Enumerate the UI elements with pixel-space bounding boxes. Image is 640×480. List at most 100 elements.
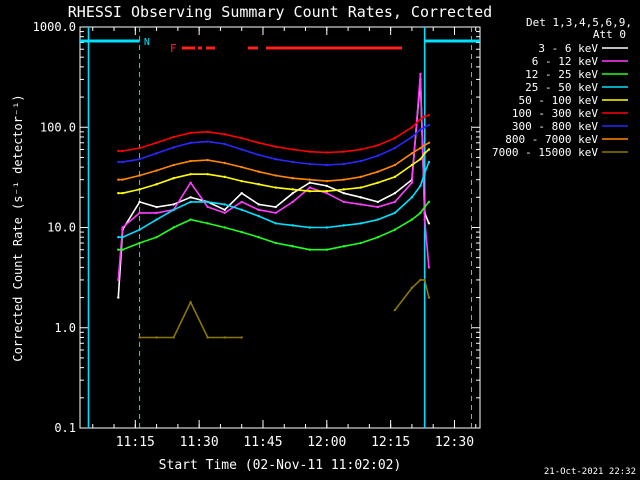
data-point <box>342 150 346 153</box>
series-line <box>118 161 430 238</box>
data-point <box>206 200 209 204</box>
data-point <box>342 188 346 191</box>
data-point <box>325 190 329 193</box>
data-point <box>223 175 226 179</box>
data-point <box>423 115 426 118</box>
data-point <box>223 203 226 206</box>
legend-entry-label: 6 - 12 keV <box>532 55 599 68</box>
data-point <box>223 211 226 215</box>
data-point <box>342 224 346 227</box>
data-point <box>291 191 294 195</box>
data-point <box>121 248 124 251</box>
data-point <box>206 140 209 143</box>
data-point <box>240 179 243 183</box>
data-point <box>257 153 260 157</box>
data-point <box>359 186 363 189</box>
legend-entry-label: 800 - 7000 keV <box>505 133 598 146</box>
data-point <box>240 336 243 339</box>
data-point <box>155 205 158 209</box>
data-point <box>121 236 124 239</box>
data-point <box>155 218 158 221</box>
data-point <box>155 152 158 155</box>
x-tick-label: 12:00 <box>307 435 346 450</box>
chart-title: RHESSI Observing Summary Count Rates, Co… <box>68 3 492 21</box>
data-point <box>376 218 380 221</box>
data-point <box>423 171 426 175</box>
data-point <box>410 181 414 184</box>
data-point <box>257 208 260 212</box>
data-point <box>274 222 277 225</box>
data-point <box>419 158 422 161</box>
data-point <box>376 236 380 239</box>
data-point <box>240 208 243 212</box>
footer-date: 21-Oct-2021 22:32 <box>544 467 636 477</box>
data-point <box>410 196 414 199</box>
y-tick-label: 1000.0 <box>33 20 76 34</box>
data-point <box>240 200 243 204</box>
legend-entry-label: 7000 - 15000 keV <box>492 146 598 159</box>
data-point <box>376 170 380 173</box>
data-point <box>172 146 175 149</box>
data-point <box>240 191 243 195</box>
data-point <box>155 236 158 239</box>
data-point <box>138 241 141 245</box>
data-point <box>427 160 431 164</box>
data-point <box>189 200 192 204</box>
data-point <box>257 214 260 218</box>
data-point <box>325 226 329 229</box>
data-point <box>121 178 124 181</box>
data-point <box>410 126 414 129</box>
data-point <box>308 226 311 229</box>
series-line <box>118 114 430 154</box>
data-point <box>393 163 397 167</box>
data-point <box>427 222 431 225</box>
data-point <box>189 181 192 184</box>
data-point <box>117 149 120 153</box>
legend-entry-label: 300 - 800 keV <box>512 120 598 133</box>
data-point <box>325 184 329 188</box>
data-point <box>419 211 422 215</box>
series-line <box>118 148 430 194</box>
data-point <box>155 336 158 339</box>
data-point <box>427 141 431 144</box>
data-point <box>274 211 277 215</box>
series-line <box>118 201 430 251</box>
data-point <box>206 205 209 209</box>
data-point <box>257 236 260 239</box>
data-point <box>206 158 209 162</box>
night-flag-label: N <box>144 37 150 48</box>
data-point <box>342 191 346 195</box>
data-point <box>410 163 414 167</box>
data-point <box>117 248 120 251</box>
legend-entry-label: 3 - 6 keV <box>538 42 598 55</box>
series-line <box>117 73 430 280</box>
data-point <box>274 205 277 209</box>
data-point <box>172 135 175 139</box>
data-point <box>308 162 311 166</box>
data-point <box>274 158 277 161</box>
data-point <box>376 181 380 184</box>
data-point <box>423 205 426 209</box>
data-point <box>206 130 209 134</box>
data-point <box>172 336 175 339</box>
data-point <box>274 241 277 245</box>
data-point <box>172 177 175 180</box>
legend-header-2: Att 0 <box>593 28 626 41</box>
data-point <box>189 131 192 135</box>
data-point <box>240 230 243 234</box>
y-tick-label: 10.0 <box>47 221 76 235</box>
flare-flag-label: F <box>170 42 177 55</box>
data-point <box>206 173 209 176</box>
data-point <box>121 226 124 229</box>
data-point <box>393 191 397 195</box>
data-point <box>308 181 311 184</box>
x-axis-label: Start Time (02-Nov-11 11:02:02) <box>159 458 402 473</box>
data-point <box>189 159 192 163</box>
data-point <box>189 141 192 144</box>
data-point <box>359 175 363 179</box>
data-point <box>423 152 426 155</box>
data-point <box>117 178 120 181</box>
data-point <box>410 218 414 221</box>
data-point <box>223 142 226 146</box>
data-point <box>359 222 363 225</box>
